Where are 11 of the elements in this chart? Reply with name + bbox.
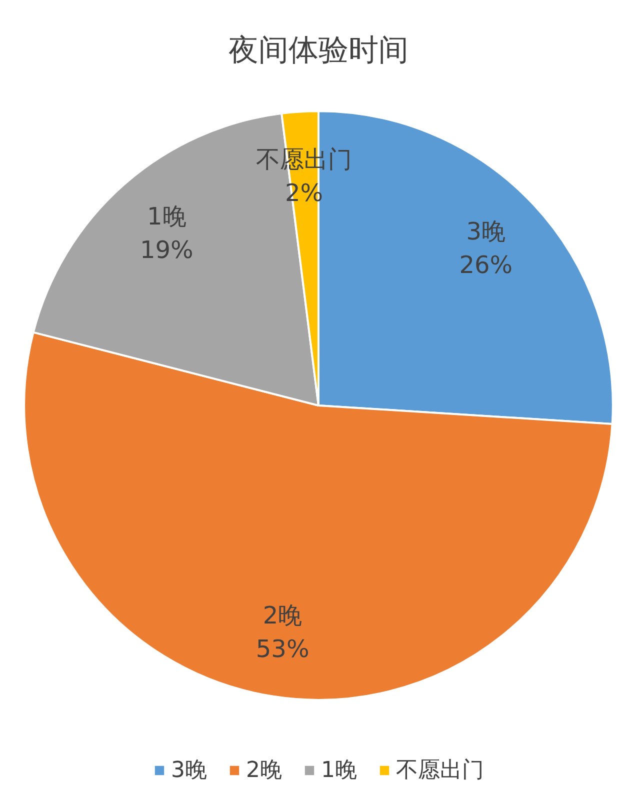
data-label: 53% <box>256 635 310 664</box>
legend-label: 1晚 <box>321 757 357 785</box>
legend-label: 3晚 <box>171 757 207 785</box>
slice-label: 1晚 <box>147 202 186 230</box>
slice-label: 2晚 <box>262 602 302 630</box>
chart-title: 夜间体验时间 <box>228 33 408 68</box>
data-label: 19% <box>140 236 194 264</box>
legend-label: 不愿出门 <box>396 757 484 785</box>
legend-label: 2晚 <box>246 757 282 785</box>
slice-label: 3晚 <box>466 218 506 246</box>
data-label: 26% <box>459 251 513 280</box>
